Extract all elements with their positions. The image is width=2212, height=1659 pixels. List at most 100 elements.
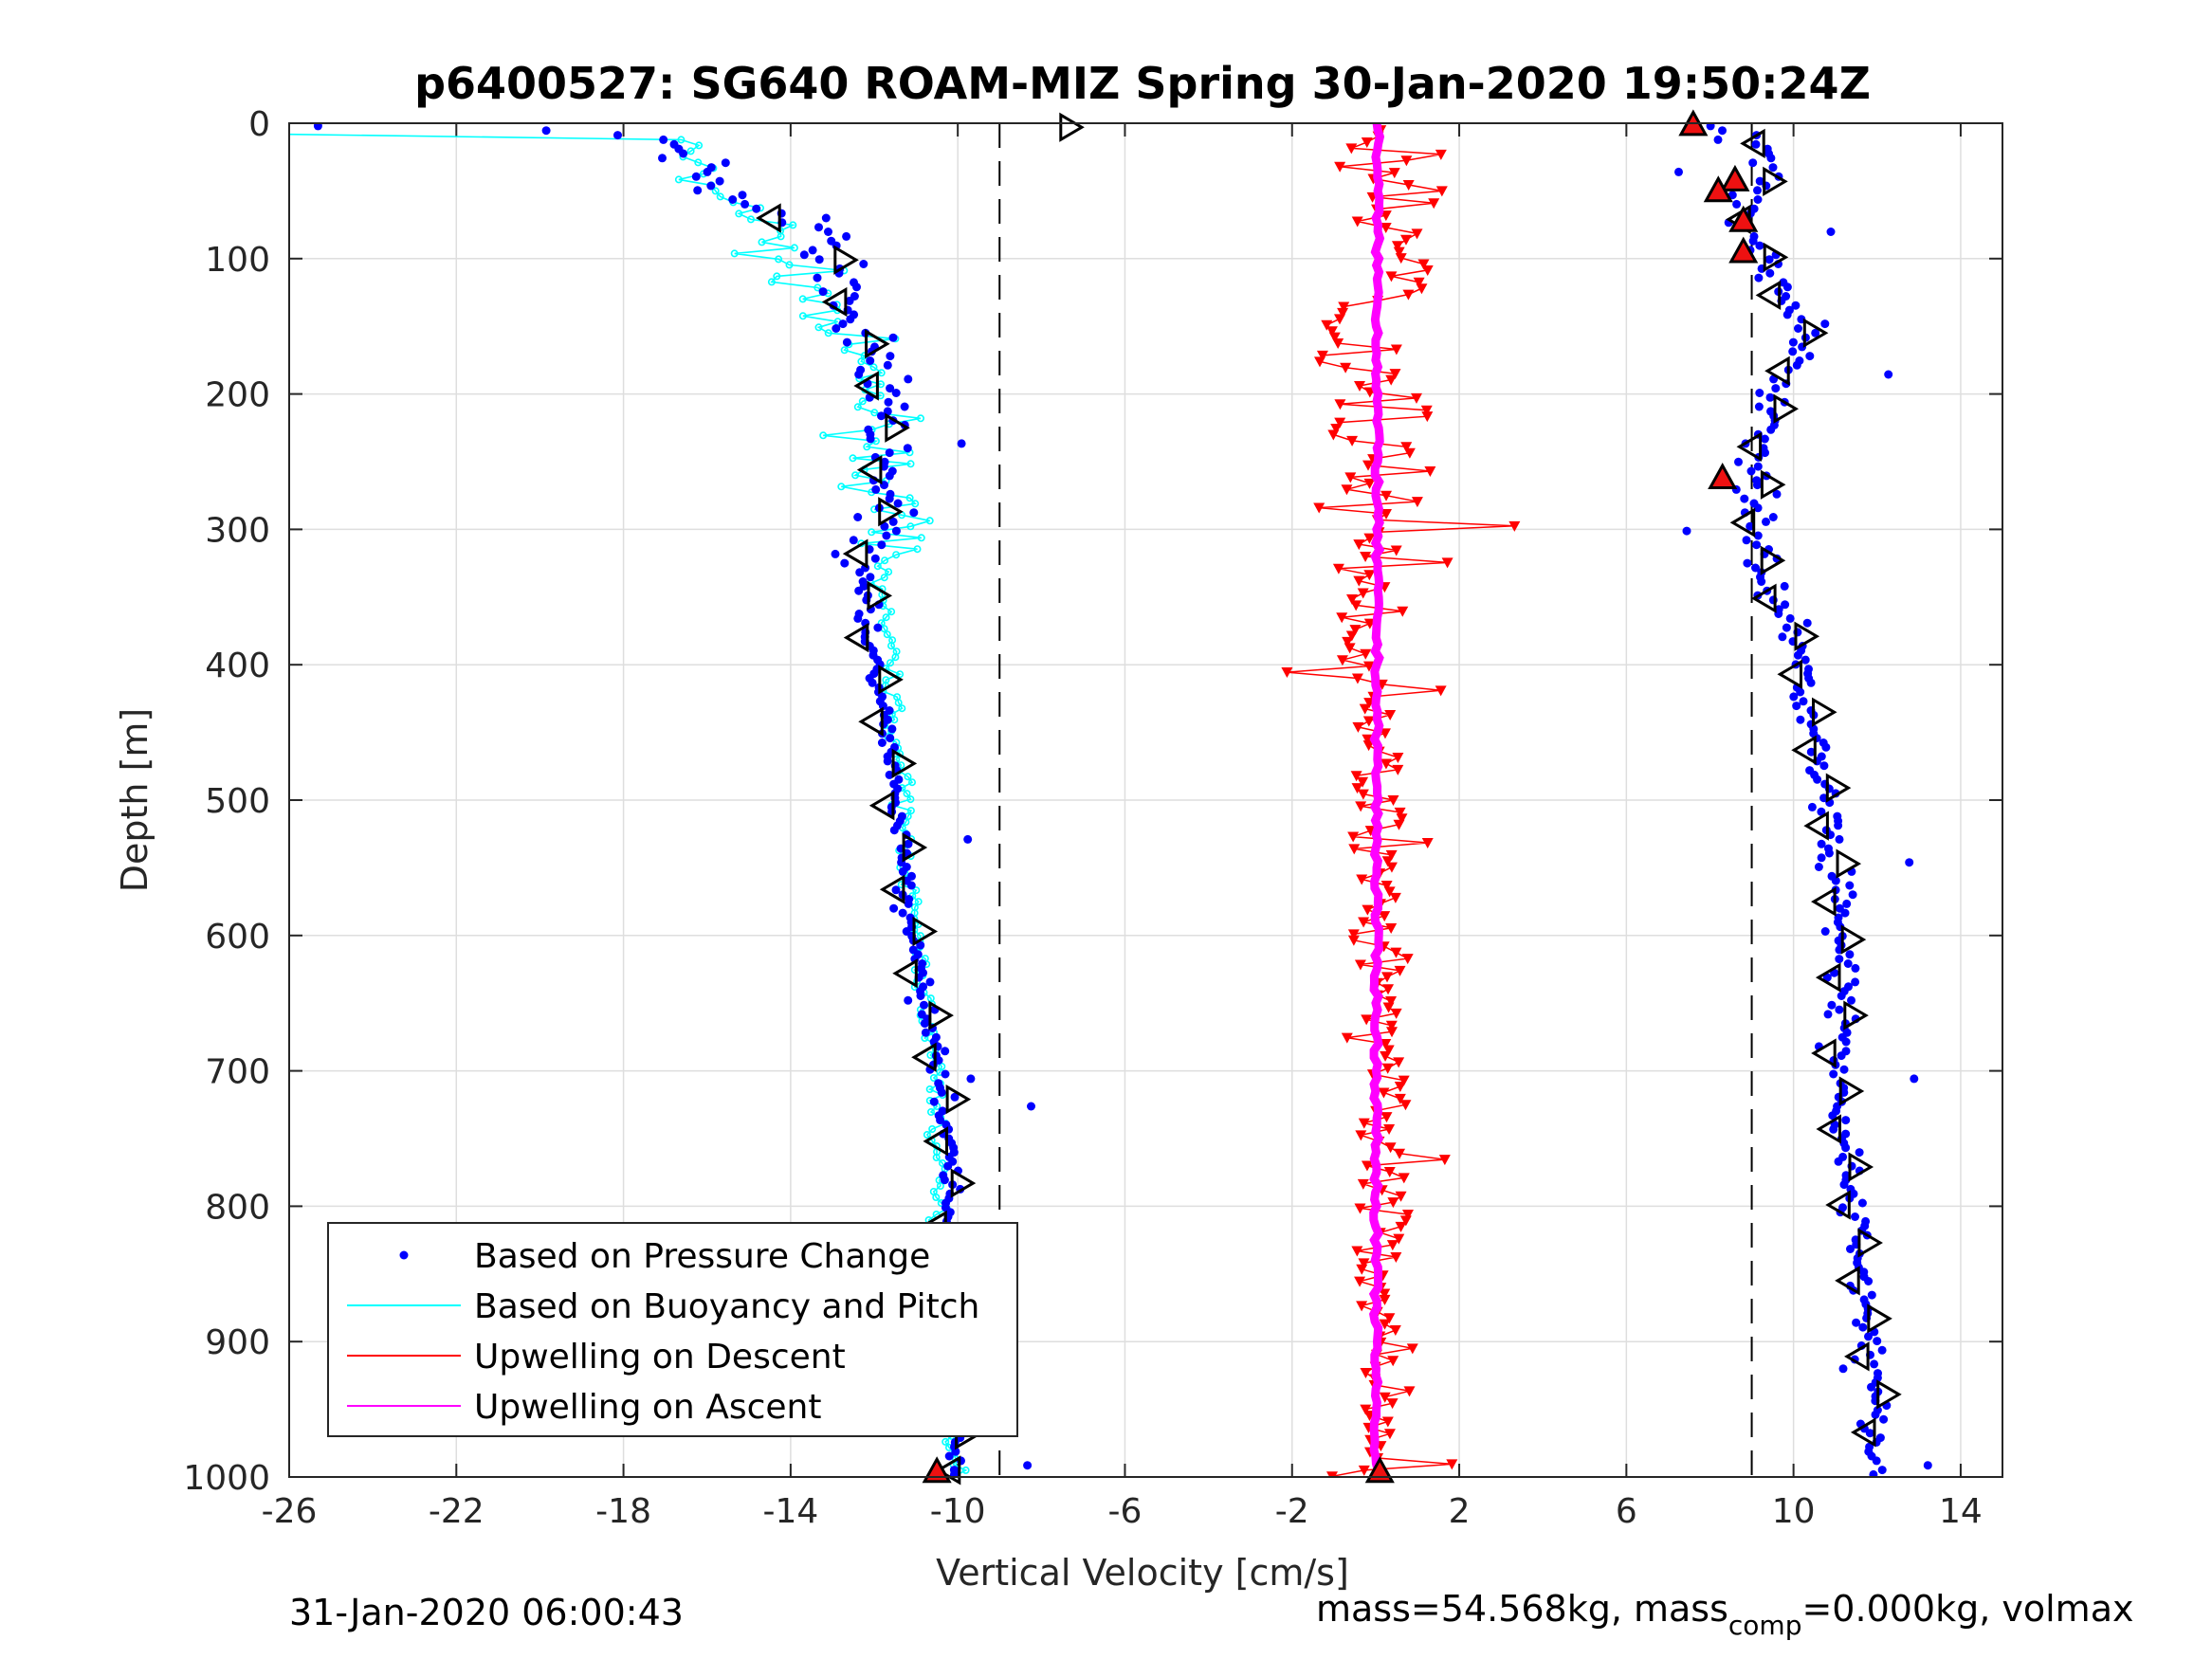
pressure-change-point <box>1791 301 1801 310</box>
pressure-change-point <box>541 126 551 136</box>
upwelling-descent-marker <box>1316 350 1328 361</box>
pressure-change-point <box>1835 834 1844 844</box>
climb-triangle-marker <box>1816 1114 1841 1144</box>
buoyancy-pitch-point <box>758 238 766 246</box>
buoyancy-pitch-point <box>932 1194 941 1202</box>
pressure-change-point <box>313 123 322 131</box>
upwelling-descent-marker <box>1325 326 1338 337</box>
upwelling-descent-marker <box>1398 1075 1410 1086</box>
buoyancy-pitch-point <box>767 278 776 286</box>
upwelling-descent-marker <box>1361 1160 1373 1172</box>
dive-triangle-marker <box>911 1042 937 1072</box>
upwelling-descent-marker <box>1334 161 1346 173</box>
pressure-change-point <box>854 586 864 595</box>
upwelling-descent-marker <box>1357 588 1369 599</box>
y-tick-labels: 0 100 200 300 400 500 600 700 800 900 1000 <box>183 105 270 1498</box>
pressure-change-point <box>1834 1157 1843 1166</box>
y-axis-label: Depth [m] <box>114 708 155 893</box>
buoyancy-pitch-point <box>857 357 866 366</box>
buoyancy-pitch-point <box>883 630 891 639</box>
upwelling-descent-marker <box>1313 502 1325 514</box>
pressure-change-point <box>1799 697 1808 706</box>
pressure-change-point <box>1839 1065 1849 1074</box>
pressure-change-point <box>1837 1051 1846 1061</box>
x-tick-label: -18 <box>595 1492 651 1531</box>
upwelling-descent-marker <box>1347 831 1360 843</box>
pressure-change-point <box>859 260 868 268</box>
buoyancy-pitch-point <box>730 249 739 258</box>
pressure-change-point <box>886 734 895 743</box>
y-tick-label: 400 <box>205 647 270 685</box>
climb-triangle-marker <box>1773 393 1800 424</box>
upwelling-descent-marker <box>1380 222 1392 233</box>
buoyancy-pitch-point <box>916 414 924 423</box>
pressure-change-point <box>900 402 909 411</box>
upwelling-descent-marker <box>1353 539 1365 551</box>
upwelling-descent-marker <box>1383 1313 1396 1324</box>
upwelling-descent-marker <box>1381 972 1394 983</box>
pressure-change-point <box>1864 1332 1873 1341</box>
upwelling-descent-marker <box>1357 1178 1369 1190</box>
x-tick-label: -14 <box>762 1492 818 1531</box>
pressure-change-point <box>877 738 887 747</box>
upwelling-descent-marker <box>1351 783 1363 794</box>
upwelling-descent-marker <box>1387 1356 1399 1367</box>
upwelling-descent-marker <box>1508 520 1521 532</box>
pressure-change-point <box>885 448 894 458</box>
y-tick-label: 900 <box>205 1323 270 1362</box>
buoyancy-pitch-point <box>711 187 720 195</box>
x-tick-label: 10 <box>1772 1492 1816 1531</box>
pressure-change-point <box>1788 337 1798 347</box>
pressure-change-point <box>1753 531 1763 540</box>
pressure-change-point <box>873 623 883 632</box>
upwelling-descent-marker <box>1394 1093 1406 1104</box>
dive-triangle-marker <box>858 706 884 737</box>
pressure-change-point <box>1835 955 1844 964</box>
upwelling-descent-marker <box>1416 283 1428 295</box>
upwelling-descent-marker <box>1361 1014 1373 1026</box>
dive-triangle-marker <box>892 958 918 989</box>
pressure-change-point <box>659 135 668 144</box>
pressure-change-point <box>966 1074 976 1084</box>
pressure-change-point <box>1822 973 1832 982</box>
buoyancy-pitch-point <box>926 1108 935 1117</box>
pressure-change-point <box>1870 1359 1879 1369</box>
upwelling-descent-marker <box>1360 551 1372 562</box>
y-tick-label: 300 <box>205 511 270 550</box>
upwelling-descent-marker <box>1344 472 1357 483</box>
upwelling-descent-marker <box>1354 959 1366 971</box>
y-tick-label: 500 <box>205 782 270 821</box>
upwelling-descent-marker <box>1387 1197 1399 1209</box>
pressure-change-point <box>1757 577 1766 586</box>
pressure-change-point <box>904 374 913 384</box>
upwelling-descent-marker <box>1354 1203 1366 1214</box>
buoyancy-pitch-point <box>773 272 781 281</box>
upwelling-descent-marker <box>1385 374 1398 386</box>
dive-triangle-marker <box>843 622 869 653</box>
pressure-change-point <box>898 908 907 918</box>
pressure-change-point <box>1826 228 1836 236</box>
buoyancy-pitch-point <box>775 255 783 264</box>
pressure-change-point <box>886 352 895 361</box>
pressure-change-point <box>1764 255 1774 264</box>
pressure-change-point <box>855 568 865 577</box>
upwelling-descent-marker <box>1397 606 1409 617</box>
pressure-change-point <box>936 1116 945 1125</box>
upwelling-descent-marker <box>1385 996 1398 1008</box>
buoyancy-pitch-point <box>923 1131 931 1139</box>
pressure-change-point <box>1754 402 1764 411</box>
pressure-change-point <box>1788 347 1798 356</box>
pressure-change-point <box>1845 950 1855 959</box>
red-triangle-marker <box>1728 236 1759 264</box>
dive-triangle-marker <box>878 665 904 695</box>
upwelling-descent-marker <box>1384 710 1397 721</box>
pressure-change-point <box>1794 324 1802 333</box>
upwelling-descent-marker <box>1345 143 1358 155</box>
pressure-change-point <box>1873 1337 1882 1346</box>
upwelling-descent-marker <box>1338 301 1350 313</box>
buoyancy-pitch-point <box>837 483 846 491</box>
pressure-change-point <box>706 181 716 191</box>
climb-triangle-marker <box>1838 1076 1865 1106</box>
buoyancy-pitch-point <box>686 147 695 155</box>
dive-triangle-marker <box>878 497 904 527</box>
